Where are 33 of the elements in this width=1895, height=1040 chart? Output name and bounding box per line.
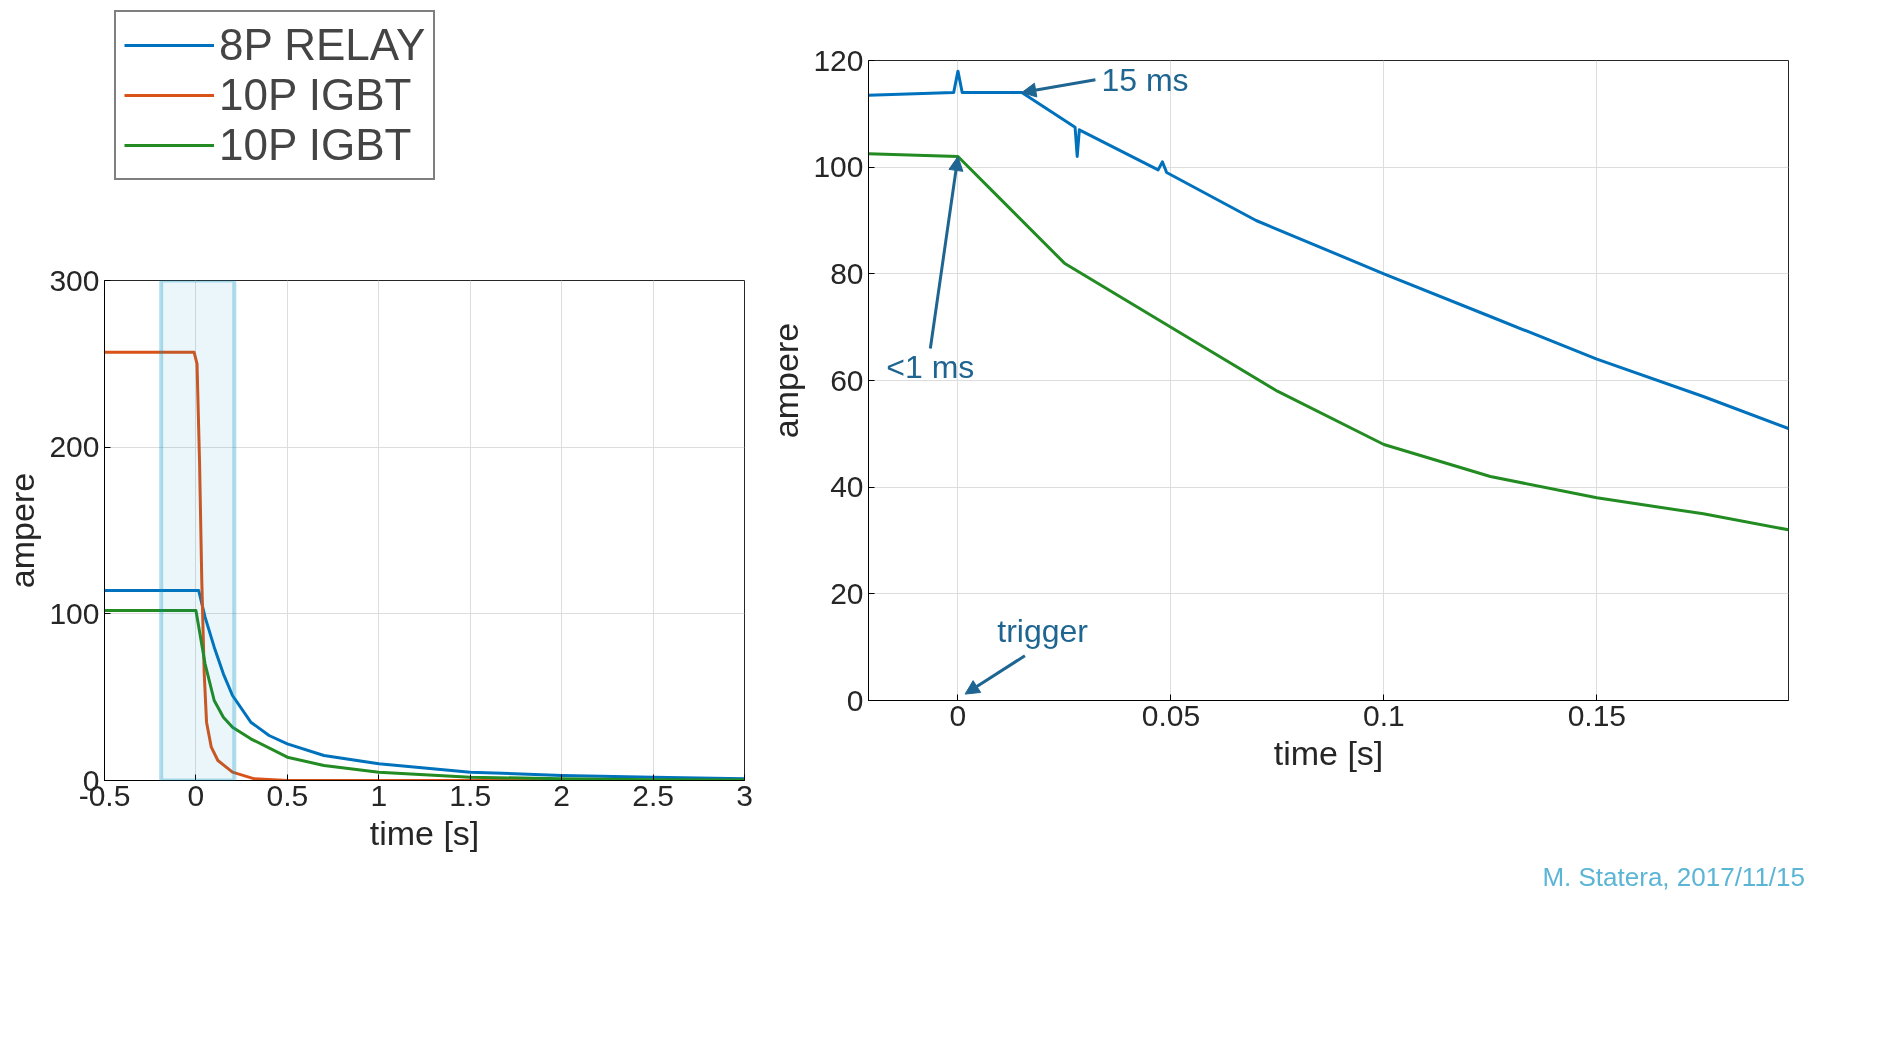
annotation: <1 ms	[886, 348, 975, 385]
y-tick-label: 300	[49, 263, 100, 297]
x-axis-title: time [s]	[1273, 733, 1384, 772]
x-axis-title: time [s]	[369, 813, 480, 852]
x-tick-label: 2	[553, 778, 570, 812]
x-tick-label: 0.1	[1363, 698, 1405, 732]
legend-label: 8P RELAY	[219, 20, 426, 70]
x-tick-label: 0	[187, 778, 205, 812]
y-tick-label: 100	[49, 596, 100, 630]
annotation: trigger	[997, 613, 1089, 650]
y-tick-label: 80	[830, 256, 864, 290]
x-tick-label: 0	[949, 698, 967, 732]
x-tick-label: 0.05	[1141, 698, 1201, 732]
y-axis-title: ampere	[3, 472, 42, 589]
legend-label: 10P IGBT	[219, 70, 412, 120]
y-tick-label: 120	[813, 43, 864, 77]
x-tick-label: 3	[736, 778, 753, 812]
annotation: 15 ms	[1101, 61, 1189, 98]
y-tick-label: 200	[49, 430, 100, 464]
x-tick-label: 0.15	[1567, 698, 1627, 732]
text: M. Statera, 2017/11/15	[1542, 861, 1805, 894]
y-axis-title: ampere	[767, 322, 806, 439]
y-tick-label: 40	[830, 470, 864, 504]
y-tick-label: 100	[813, 150, 864, 184]
legend-label: 10P IGBT	[219, 120, 412, 170]
x-tick-label: 2.5	[632, 778, 674, 812]
x-tick-label: 1.5	[449, 778, 492, 812]
line-series	[868, 69, 1789, 430]
y-tick-label: 60	[830, 363, 864, 397]
x-tick-label: 1	[370, 778, 388, 812]
line-series	[868, 152, 1789, 532]
y-tick-label: 20	[830, 576, 864, 610]
x-tick-label: 0.5	[266, 778, 309, 812]
